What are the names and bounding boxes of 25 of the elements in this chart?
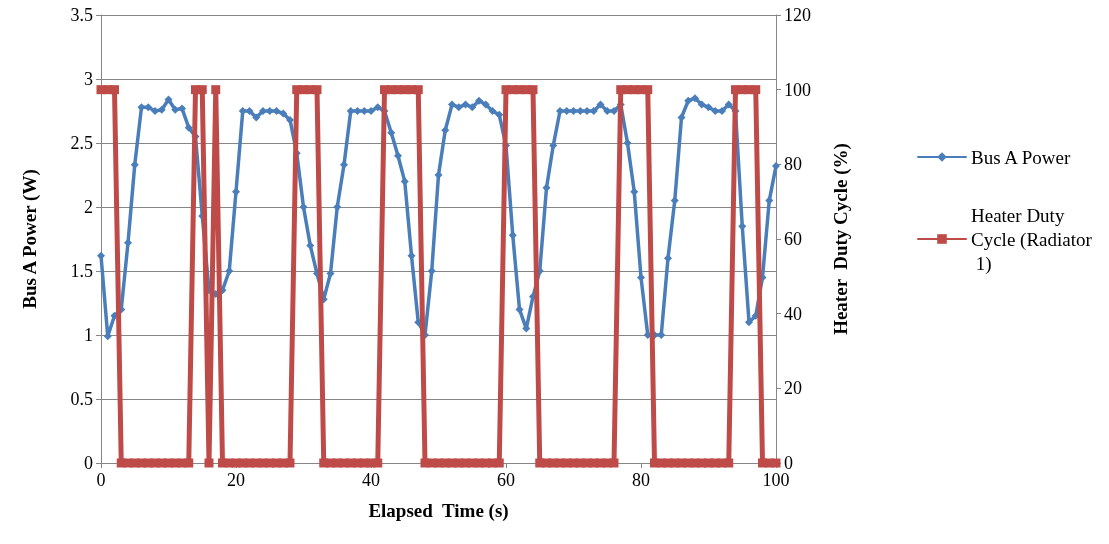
y-tick-label: 2 [84,197,93,217]
y2-tick-label: 100 [784,79,811,100]
x-tick-label: 20 [227,470,245,490]
y2-tick-label: 0 [784,453,793,473]
y-tick-label: 3.5 [70,5,93,25]
y-tick-label: 0 [84,453,93,473]
legend-label: Bus A Power [971,146,1071,168]
y-axis-title: Bus A Power (W) [19,169,41,309]
y2-tick-label: 20 [784,378,802,399]
y2-tick-label: 40 [784,303,802,324]
x-tick-label: 80 [632,470,650,490]
y2-axis-title: Heater Duty Cycle (%) [830,143,852,335]
y-tick-label: 0.5 [70,389,93,409]
y-tick-label: 3 [84,69,93,89]
x-axis-title: Elapsed Time (s) [368,500,509,522]
y2-tick-label: 60 [784,229,802,249]
y2-tick-label: 80 [784,154,802,175]
y-tick-label: 1.5 [70,261,93,281]
y-tick-label: 2.5 [70,133,93,153]
x-tick-label: 40 [362,470,380,490]
y2-tick-label: 120 [784,5,811,25]
legend-label: Heater Duty Cycle (Radiator 1) [971,204,1093,275]
x-tick-label: 100 [762,470,790,490]
y-tick-label: 1 [84,325,93,345]
x-tick-label: 60 [497,470,515,490]
